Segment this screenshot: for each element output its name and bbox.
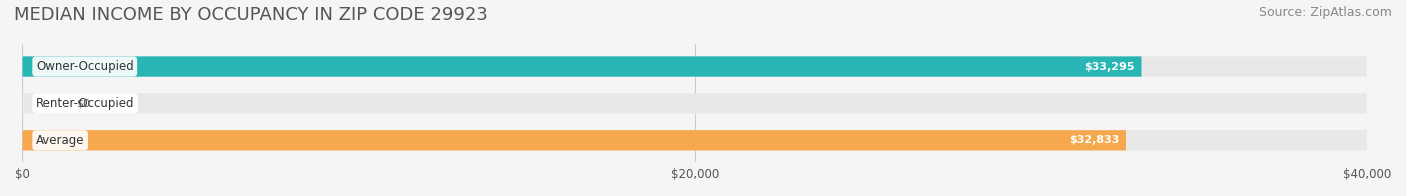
FancyBboxPatch shape: [22, 56, 1142, 77]
FancyBboxPatch shape: [22, 130, 1367, 151]
Text: $32,833: $32,833: [1069, 135, 1119, 145]
Text: Renter-Occupied: Renter-Occupied: [37, 97, 135, 110]
FancyBboxPatch shape: [22, 130, 1126, 151]
Text: Owner-Occupied: Owner-Occupied: [37, 60, 134, 73]
Text: $0: $0: [76, 98, 90, 108]
Text: Average: Average: [37, 134, 84, 147]
Text: $33,295: $33,295: [1084, 62, 1135, 72]
Text: Source: ZipAtlas.com: Source: ZipAtlas.com: [1258, 6, 1392, 19]
FancyBboxPatch shape: [22, 93, 1367, 113]
FancyBboxPatch shape: [22, 56, 1367, 77]
Text: MEDIAN INCOME BY OCCUPANCY IN ZIP CODE 29923: MEDIAN INCOME BY OCCUPANCY IN ZIP CODE 2…: [14, 6, 488, 24]
